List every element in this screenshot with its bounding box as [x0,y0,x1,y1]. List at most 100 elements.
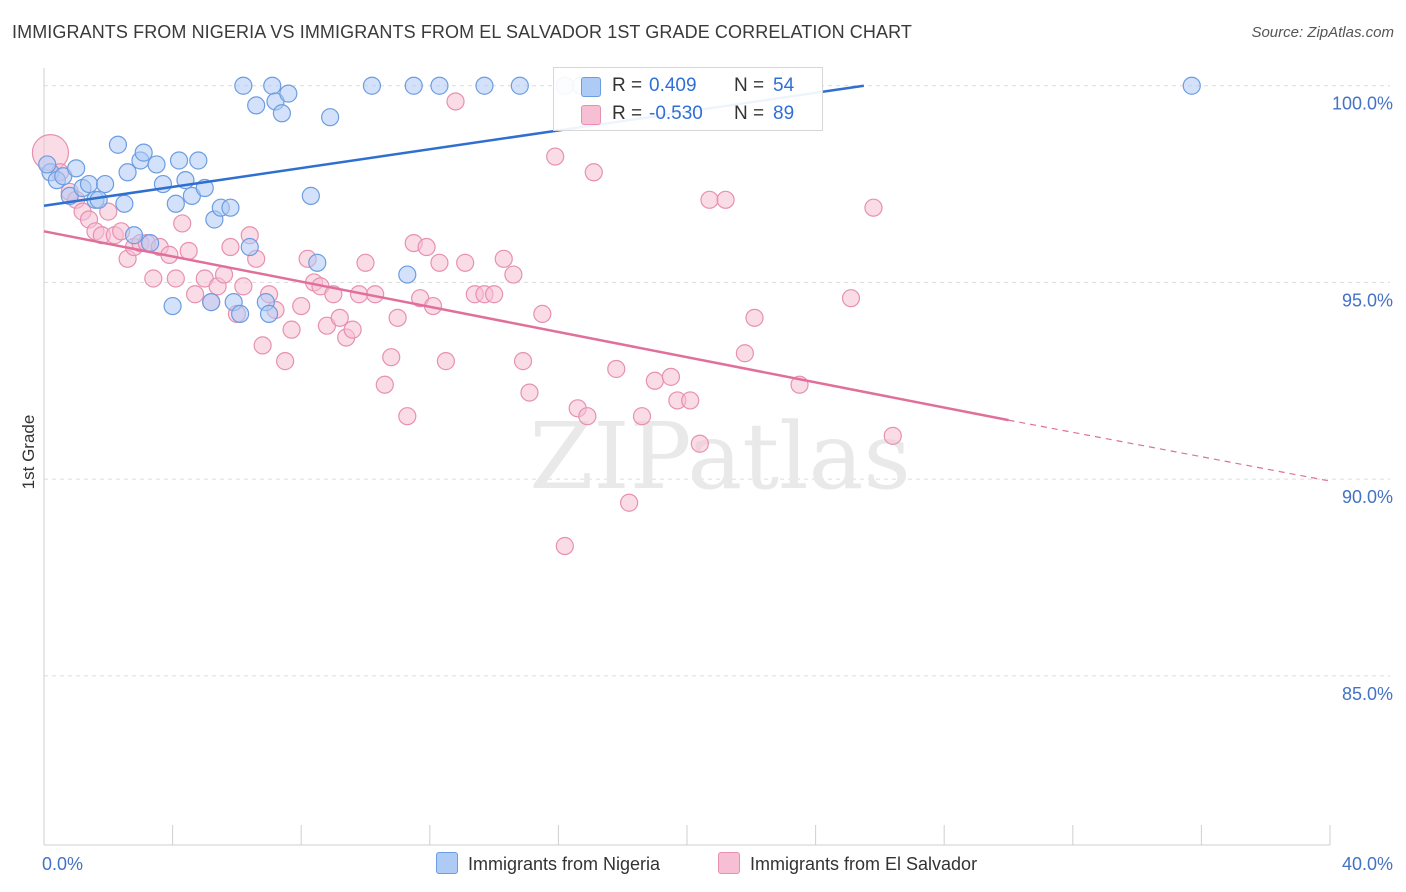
elsalvador-point[interactable] [661,367,681,386]
elsalvador-point[interactable] [883,426,902,445]
r-value: -0.530 [649,103,703,124]
nigeria-point[interactable] [404,76,423,95]
nigeria-point[interactable] [259,304,279,324]
elsalvador-point[interactable] [584,163,603,182]
elsalvador-point[interactable] [398,407,417,426]
elsalvador-point[interactable] [745,308,764,327]
elsalvador-point[interactable] [632,407,652,426]
x-tick-min: 0.0% [42,854,83,874]
elsalvador-point[interactable] [494,249,513,268]
elsalvador-point[interactable] [607,359,626,379]
y-tick-label: 90.0% [1342,487,1393,507]
nigeria-point[interactable] [108,135,128,154]
elsalvador-point[interactable] [282,320,301,339]
elsalvador-point[interactable] [144,269,163,288]
elsalvador-point[interactable] [456,253,475,272]
elsalvador-point[interactable] [504,265,523,284]
nigeria-point[interactable] [166,194,185,213]
elsalvador-point[interactable] [430,253,449,272]
elsalvador-point[interactable] [555,536,574,556]
elsalvador-point[interactable] [292,296,311,316]
nigeria-point[interactable] [510,76,529,95]
nigeria-point[interactable] [79,174,99,194]
y-tick-label: 85.0% [1342,684,1393,704]
elsalvador-point[interactable] [253,336,272,355]
elsalvador-point[interactable] [356,253,375,272]
elsalvador-point[interactable] [690,434,709,453]
nigeria-point[interactable] [95,174,115,194]
nigeria-point[interactable] [240,237,259,257]
elsalvador-point[interactable] [173,214,192,233]
nigeria-point[interactable] [362,76,382,95]
elsalvador-point[interactable] [179,241,198,261]
r-value: 0.409 [649,75,697,96]
elsalvador-point[interactable] [645,371,664,390]
nigeria-point[interactable] [221,198,240,217]
elsalvador-point[interactable] [234,277,253,296]
nigeria-point[interactable] [263,76,282,95]
nigeria-point[interactable] [231,304,250,324]
nigeria-point[interactable] [301,186,320,205]
elsalvador-legend-label: Immigrants from El Salvador [750,854,978,874]
elsalvador-point[interactable] [343,320,362,339]
elsalvador-point[interactable] [485,285,504,304]
nigeria-point[interactable] [67,159,86,178]
elsalvador-trend-line [43,230,1009,422]
legend-item-nigeria[interactable]: Immigrants from Nigeria [436,852,660,875]
nigeria-point[interactable] [169,151,189,170]
elsalvador-point[interactable] [716,190,735,209]
elsalvador-point[interactable] [864,198,883,217]
elsalvador-point[interactable] [546,147,565,166]
elsalvador-point[interactable] [513,352,533,371]
elsalvador-point[interactable] [276,352,295,371]
nigeria-point[interactable] [279,84,298,103]
elsalvador-point[interactable] [417,237,436,257]
elsalvador-point[interactable] [446,92,465,111]
elsalvador-points [31,92,902,556]
nigeria-point[interactable] [118,163,137,182]
nigeria-point[interactable] [321,108,340,127]
elsalvador-point[interactable] [520,383,539,402]
source-credit: Source: ZipAtlas.com [1251,24,1394,41]
nigeria-point[interactable] [163,296,182,316]
elsalvador-point[interactable] [700,190,719,209]
nigeria-point[interactable] [147,155,166,174]
elsalvador-point[interactable] [99,202,118,221]
elsalvador-point[interactable] [221,237,240,257]
y-tick-label: 95.0% [1342,290,1393,310]
n-label: N = [734,103,765,124]
nigeria-point[interactable] [134,143,153,162]
nigeria-point[interactable] [308,253,327,272]
elsalvador-point[interactable] [735,344,754,363]
nigeria-point[interactable] [1182,76,1201,95]
nigeria-point[interactable] [475,76,494,95]
nigeria-point[interactable] [234,76,253,95]
x-tick-max: 40.0% [1342,854,1393,874]
nigeria-point[interactable] [38,155,57,174]
nigeria-point[interactable] [140,233,160,253]
nigeria-point[interactable] [124,226,144,245]
elsalvador-point[interactable] [330,308,349,327]
elsalvador-point[interactable] [620,493,639,512]
y-axis-title: 1st Grade [19,415,38,490]
elsalvador-point[interactable] [681,391,700,410]
nigeria-point[interactable] [430,76,449,95]
elsalvador-point[interactable] [388,308,407,327]
elsalvador-point[interactable] [382,348,401,367]
elsalvador-point[interactable] [166,269,185,288]
nigeria-point[interactable] [398,265,417,284]
elsalvador-point[interactable] [533,304,552,324]
elsalvador-point[interactable] [436,352,455,371]
elsalvador-point[interactable] [841,289,861,308]
nigeria-point[interactable] [189,151,208,170]
elsalvador-point[interactable] [578,407,597,426]
elsalvador-legend-swatch [718,852,740,874]
elsalvador-swatch [581,105,601,125]
nigeria-point[interactable] [115,194,134,213]
nigeria-point[interactable] [272,104,292,123]
nigeria-point[interactable] [202,293,221,312]
legend-item-elsalvador[interactable]: Immigrants from El Salvador [718,852,977,875]
nigeria-point[interactable] [247,96,266,115]
elsalvador-point[interactable] [375,375,394,394]
elsalvador-point[interactable] [186,285,205,304]
